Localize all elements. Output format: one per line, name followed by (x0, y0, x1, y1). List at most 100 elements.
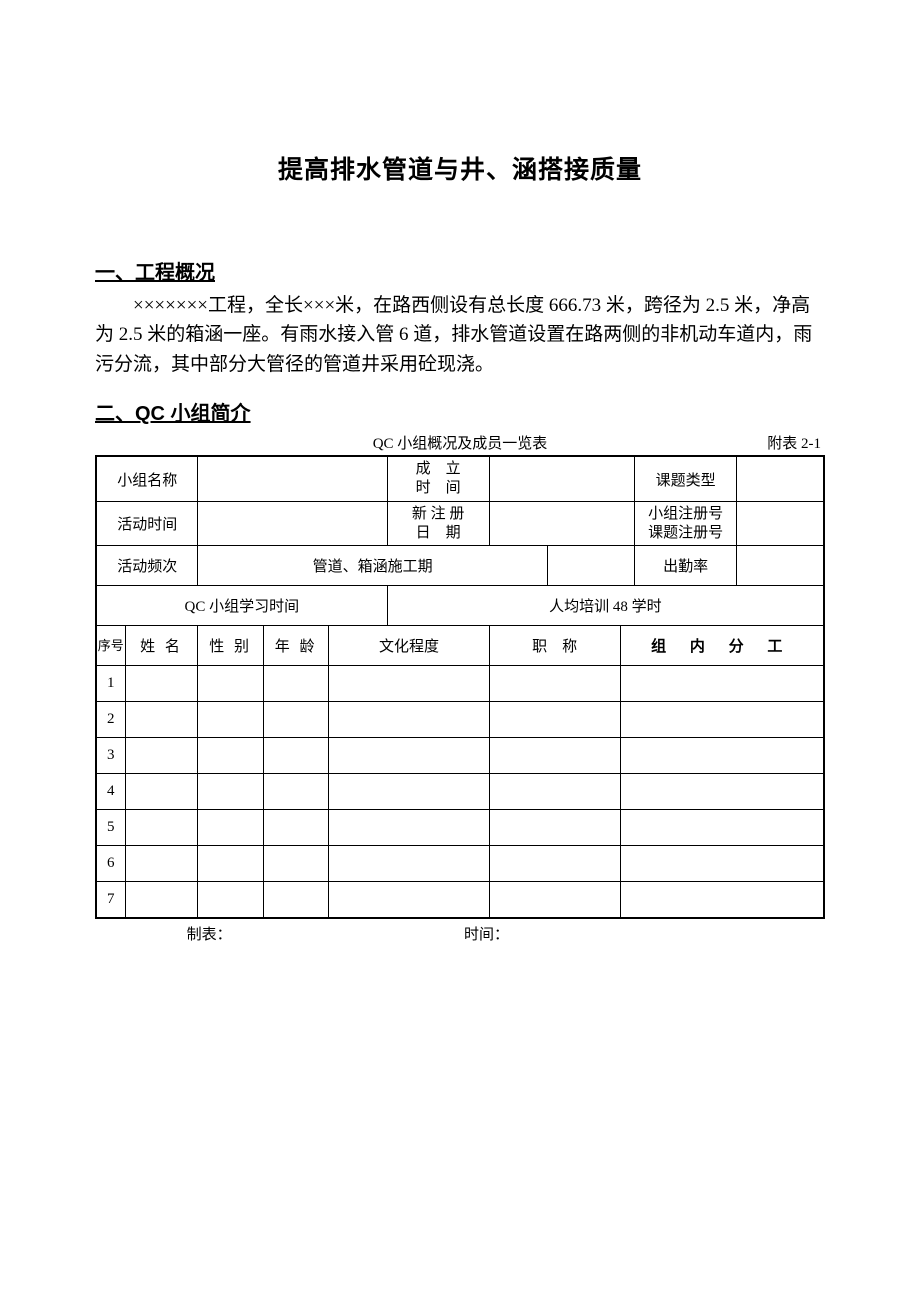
section2-heading: 二、QC 小组简介 (95, 397, 825, 426)
qc-table: 小组名称 成 立 时 间 课题类型 活动时间 新 注 册 日 期 小组注册号 课… (95, 455, 825, 919)
row-member-header: 序号 姓 名 性 别 年 龄 文化程度 职 称 组 内 分 工 (96, 626, 824, 666)
table-footer: 制表： 时间： (95, 923, 825, 944)
cell-role (620, 810, 824, 846)
cell-edu (329, 882, 489, 918)
col-name: 姓 名 (125, 626, 198, 666)
cell-edu (329, 666, 489, 702)
label-setup-time: 成 立 时 间 (387, 456, 489, 501)
cell-age (263, 810, 329, 846)
label-study-time: QC 小组学习时间 (96, 586, 387, 626)
cell-edu (329, 810, 489, 846)
cell-role (620, 846, 824, 882)
cell-title (489, 810, 620, 846)
cell-gender (198, 846, 264, 882)
cell-index: 6 (96, 846, 125, 882)
cell-edu (329, 846, 489, 882)
label-group-reg-l1: 小组注册号 (648, 506, 723, 522)
cell-title (489, 738, 620, 774)
cell-name (125, 810, 198, 846)
row-study-time: QC 小组学习时间 人均培训 48 学时 (96, 586, 824, 626)
cell-index: 4 (96, 774, 125, 810)
members-body: 1234567 (96, 666, 824, 918)
footer-time: 时间： (460, 923, 825, 944)
label-reg-date-l2: 日 期 (416, 525, 461, 541)
cell-title (489, 846, 620, 882)
cell-role (620, 738, 824, 774)
table-row: 1 (96, 666, 824, 702)
cell-age (263, 774, 329, 810)
col-age: 年 龄 (263, 626, 329, 666)
cell-gender (198, 738, 264, 774)
label-group-name: 小组名称 (96, 456, 198, 501)
table-caption: QC 小组概况及成员一览表 (205, 432, 715, 453)
cell-gender (198, 702, 264, 738)
cell-title (489, 666, 620, 702)
cell-index: 3 (96, 738, 125, 774)
label-setup-time-l1: 成 立 (416, 461, 461, 477)
value-activity-time (198, 501, 387, 546)
cell-title (489, 774, 620, 810)
label-avg-training: 人均培训 48 学时 (387, 586, 824, 626)
cell-role (620, 882, 824, 918)
label-activity-time: 活动时间 (96, 501, 198, 546)
table-row: 4 (96, 774, 824, 810)
cell-title (489, 882, 620, 918)
label-setup-time-l2: 时 间 (416, 480, 461, 496)
row-activity-freq: 活动频次 管道、箱涵施工期 出勤率 (96, 546, 824, 586)
value-pipe-period: 管道、箱涵施工期 (198, 546, 547, 586)
cell-index: 7 (96, 882, 125, 918)
cell-name (125, 774, 198, 810)
cell-name (125, 846, 198, 882)
label-reg-date-l1: 新 注 册 (412, 506, 465, 522)
label-reg-date: 新 注 册 日 期 (387, 501, 489, 546)
row-group-name: 小组名称 成 立 时 间 课题类型 (96, 456, 824, 501)
cell-age (263, 702, 329, 738)
cell-name (125, 738, 198, 774)
cell-role (620, 666, 824, 702)
value-attendance (737, 546, 824, 586)
cell-index: 2 (96, 702, 125, 738)
col-role: 组 内 分 工 (620, 626, 824, 666)
cell-age (263, 666, 329, 702)
table-row: 3 (96, 738, 824, 774)
cell-name (125, 702, 198, 738)
col-gender: 性 别 (198, 626, 264, 666)
label-group-reg: 小组注册号 课题注册号 (635, 501, 737, 546)
cell-gender (198, 810, 264, 846)
table-caption-row: QC 小组概况及成员一览表 附表 2-1 (95, 432, 825, 453)
cell-gender (198, 774, 264, 810)
cell-age (263, 882, 329, 918)
cell-edu (329, 702, 489, 738)
cell-edu (329, 738, 489, 774)
section1-heading: 一、工程概况 (95, 256, 825, 285)
cell-gender (198, 666, 264, 702)
cell-age (263, 738, 329, 774)
doc-title: 提高排水管道与井、涵搭接质量 (95, 150, 825, 186)
footer-made-by: 制表： (183, 923, 460, 944)
value-group-name (198, 456, 387, 501)
table-row: 7 (96, 882, 824, 918)
label-attendance: 出勤率 (635, 546, 737, 586)
cell-role (620, 774, 824, 810)
col-title: 职 称 (489, 626, 620, 666)
label-group-reg-l2: 课题注册号 (648, 525, 723, 541)
table-row: 2 (96, 702, 824, 738)
section1-paragraph: ×××××××工程，全长×××米，在路西侧设有总长度 666.73 米，跨径为 … (95, 291, 825, 379)
cell-title (489, 702, 620, 738)
value-reg-date (489, 501, 635, 546)
value-setup-time (489, 456, 635, 501)
value-activity-freq-extra (547, 546, 634, 586)
cell-age (263, 846, 329, 882)
cell-index: 5 (96, 810, 125, 846)
cell-index: 1 (96, 666, 125, 702)
cell-edu (329, 774, 489, 810)
cell-gender (198, 882, 264, 918)
cell-name (125, 882, 198, 918)
cell-name (125, 666, 198, 702)
label-activity-freq: 活动频次 (96, 546, 198, 586)
col-index: 序号 (96, 626, 125, 666)
value-group-reg (737, 501, 824, 546)
row-activity-time: 活动时间 新 注 册 日 期 小组注册号 课题注册号 (96, 501, 824, 546)
col-edu: 文化程度 (329, 626, 489, 666)
label-topic-type: 课题类型 (635, 456, 737, 501)
